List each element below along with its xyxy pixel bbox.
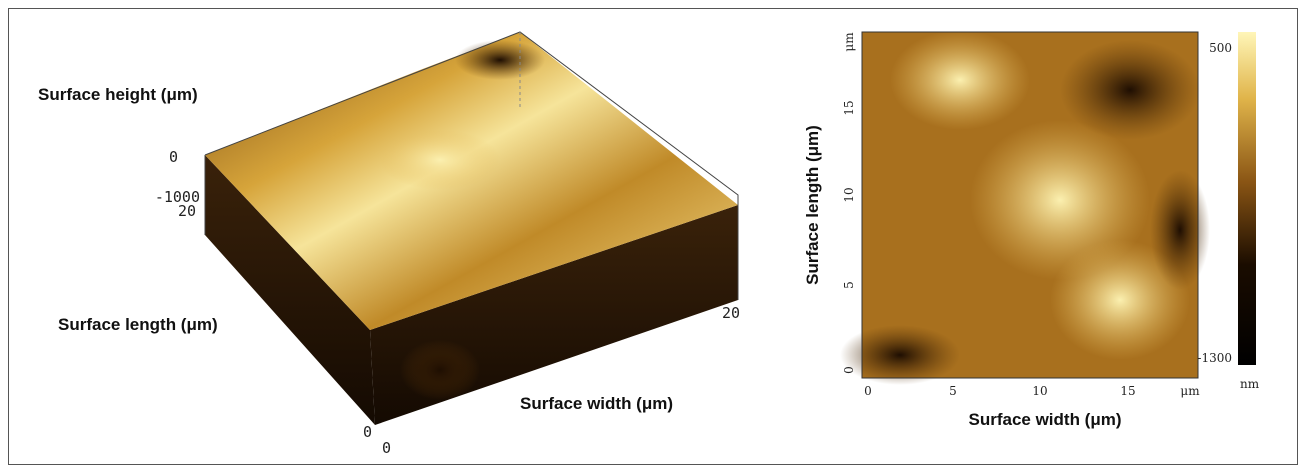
length-tick: 20 [178, 202, 196, 220]
x-label: Surface width (μm) [968, 410, 1121, 429]
x-tick: 15 [1120, 384, 1135, 398]
colorbar-unit: nm [1240, 377, 1260, 391]
x-tick: μm [1180, 384, 1200, 398]
surface-3d [205, 32, 738, 425]
width-label: Surface width (μm) [520, 394, 673, 413]
y-tick: 5 [842, 281, 856, 289]
y-label: Surface length (μm) [803, 125, 822, 285]
x-tick: 10 [1032, 384, 1047, 398]
figure: Surface height (μm) 0 -1000 20 Surface l… [0, 0, 1306, 473]
length-label: Surface length (μm) [58, 315, 218, 334]
y-tick: 10 [842, 187, 856, 202]
x-tick: 0 [864, 384, 872, 398]
y-tick: 0 [842, 366, 856, 374]
colorbar-min: -1300 [1197, 351, 1232, 365]
height-tick: 0 [169, 148, 178, 166]
x-tick: 5 [949, 384, 957, 398]
y-tick: μm [842, 32, 856, 52]
y-tick: 15 [842, 100, 856, 115]
width-tick: 0 [382, 439, 391, 457]
heatmap [840, 30, 1210, 385]
colorbar-max: 500 [1209, 41, 1232, 55]
colorbar [1238, 32, 1256, 365]
width-tick: 20 [722, 304, 740, 322]
length-tick: 0 [363, 423, 372, 441]
height-label: Surface height (μm) [38, 85, 198, 104]
